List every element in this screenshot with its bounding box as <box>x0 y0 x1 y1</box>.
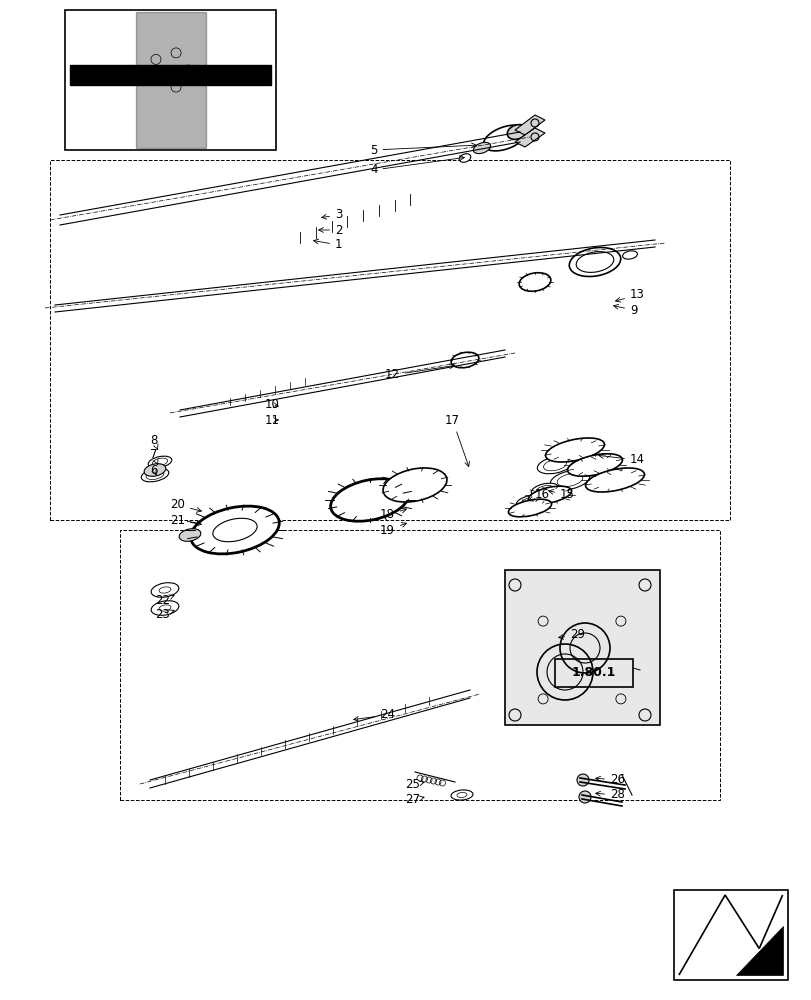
Text: 1.80.1: 1.80.1 <box>571 666 616 678</box>
Text: 16: 16 <box>528 488 549 502</box>
Text: 2: 2 <box>318 224 342 236</box>
Text: 21: 21 <box>169 514 201 526</box>
Ellipse shape <box>569 247 620 277</box>
Ellipse shape <box>473 142 490 154</box>
Text: 23: 23 <box>155 608 174 621</box>
Text: 13: 13 <box>615 288 644 302</box>
Text: 28: 28 <box>595 788 624 801</box>
Text: 26: 26 <box>595 773 624 786</box>
Bar <box>120 530 719 800</box>
Bar <box>673 890 787 980</box>
Ellipse shape <box>518 273 550 291</box>
Polygon shape <box>514 128 544 147</box>
Text: 15: 15 <box>548 488 574 502</box>
Text: 9: 9 <box>613 304 637 316</box>
Bar <box>504 570 659 725</box>
Ellipse shape <box>191 506 279 554</box>
Circle shape <box>578 791 590 803</box>
Text: 5: 5 <box>370 143 476 156</box>
Ellipse shape <box>141 468 169 482</box>
Ellipse shape <box>567 454 622 476</box>
Ellipse shape <box>585 468 644 492</box>
Ellipse shape <box>537 456 572 474</box>
Ellipse shape <box>516 495 543 509</box>
Polygon shape <box>514 115 544 135</box>
Ellipse shape <box>459 154 470 162</box>
Text: 29: 29 <box>558 628 584 642</box>
Text: 6: 6 <box>150 464 157 477</box>
Text: 14: 14 <box>598 453 644 466</box>
Text: 17: 17 <box>444 414 469 467</box>
Text: 27: 27 <box>405 793 423 806</box>
Polygon shape <box>736 926 782 975</box>
Ellipse shape <box>330 479 409 521</box>
Text: 8: 8 <box>150 434 157 449</box>
Text: 7: 7 <box>150 448 158 464</box>
Polygon shape <box>135 12 205 148</box>
Ellipse shape <box>545 438 603 462</box>
Text: 25: 25 <box>405 778 423 791</box>
Ellipse shape <box>508 499 551 517</box>
Bar <box>50 160 729 520</box>
Ellipse shape <box>383 468 446 502</box>
Ellipse shape <box>144 464 165 476</box>
Text: 11: 11 <box>264 414 280 426</box>
Text: 4: 4 <box>370 156 464 176</box>
Text: 24: 24 <box>354 708 394 721</box>
Text: 18: 18 <box>380 508 406 522</box>
Text: 10: 10 <box>264 398 280 412</box>
Text: 20: 20 <box>169 498 201 512</box>
Ellipse shape <box>550 470 589 490</box>
Ellipse shape <box>528 486 571 504</box>
Circle shape <box>577 774 588 786</box>
Text: 1: 1 <box>313 238 342 251</box>
Text: 19: 19 <box>380 523 406 536</box>
Polygon shape <box>70 65 271 85</box>
Ellipse shape <box>451 352 478 368</box>
Text: 12: 12 <box>384 364 454 381</box>
Ellipse shape <box>148 456 172 468</box>
Bar <box>65 10 276 150</box>
Ellipse shape <box>179 529 200 541</box>
Text: 3: 3 <box>321 209 342 222</box>
Ellipse shape <box>530 483 558 497</box>
Ellipse shape <box>507 125 526 139</box>
Text: 22: 22 <box>155 593 174 606</box>
Bar <box>554 659 633 687</box>
